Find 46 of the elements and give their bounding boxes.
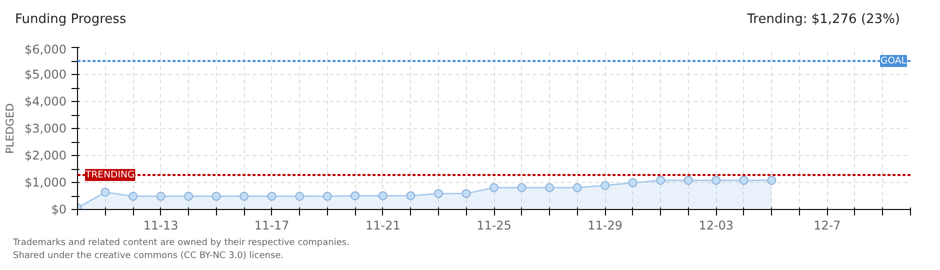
point xyxy=(628,178,638,188)
point xyxy=(739,176,748,185)
text: Shared under the creative commons (CC BY-NC 3.0) license. xyxy=(13,250,284,261)
point xyxy=(572,183,582,192)
point xyxy=(212,192,221,201)
y-tick-label: $1,000 xyxy=(24,176,67,190)
point xyxy=(350,191,360,200)
y-tick-label: $5,000 xyxy=(24,68,67,82)
point xyxy=(684,176,693,185)
point xyxy=(100,188,110,197)
point xyxy=(240,192,249,201)
point xyxy=(767,176,776,185)
point xyxy=(295,192,304,201)
x-tick-label: 11-25 xyxy=(476,218,512,232)
x-tick-label: 11-29 xyxy=(588,218,623,232)
point xyxy=(490,183,498,192)
point xyxy=(267,192,276,201)
point xyxy=(128,192,138,201)
point xyxy=(156,192,166,201)
point xyxy=(712,176,721,185)
point xyxy=(434,189,443,198)
point xyxy=(184,192,194,201)
point xyxy=(406,191,416,200)
x-tick-label: 12-03 xyxy=(698,218,734,232)
point xyxy=(656,176,666,185)
point xyxy=(462,189,471,198)
text: Trademarks and related content are owned by their respective companies. xyxy=(13,238,350,248)
chart-title: Funding Progress xyxy=(15,11,126,29)
y-tick-label: $0 xyxy=(51,202,67,216)
y-tick-label: $2,000 xyxy=(24,148,67,162)
point xyxy=(378,191,388,200)
y-tick-label: $3,000 xyxy=(24,122,67,136)
ref-line-label: TRENDING xyxy=(84,170,135,181)
chart-subtitle: Trending: $1,276 (23%) xyxy=(747,11,900,29)
x-tick-label: 11-21 xyxy=(366,218,400,232)
y-axis-title: PLEDGED xyxy=(4,103,17,154)
x-tick-label: 11-13 xyxy=(143,218,178,232)
y-tick-label: $4,000 xyxy=(24,94,67,108)
point xyxy=(322,192,332,201)
x-tick-label: 11-17 xyxy=(254,218,290,232)
point xyxy=(600,180,610,190)
point xyxy=(545,183,554,192)
ref-line-label: GOAL xyxy=(880,56,908,66)
y-tick-label: $6,000 xyxy=(24,42,67,56)
x-tick-label: 12-7 xyxy=(814,218,841,232)
point xyxy=(517,183,526,192)
